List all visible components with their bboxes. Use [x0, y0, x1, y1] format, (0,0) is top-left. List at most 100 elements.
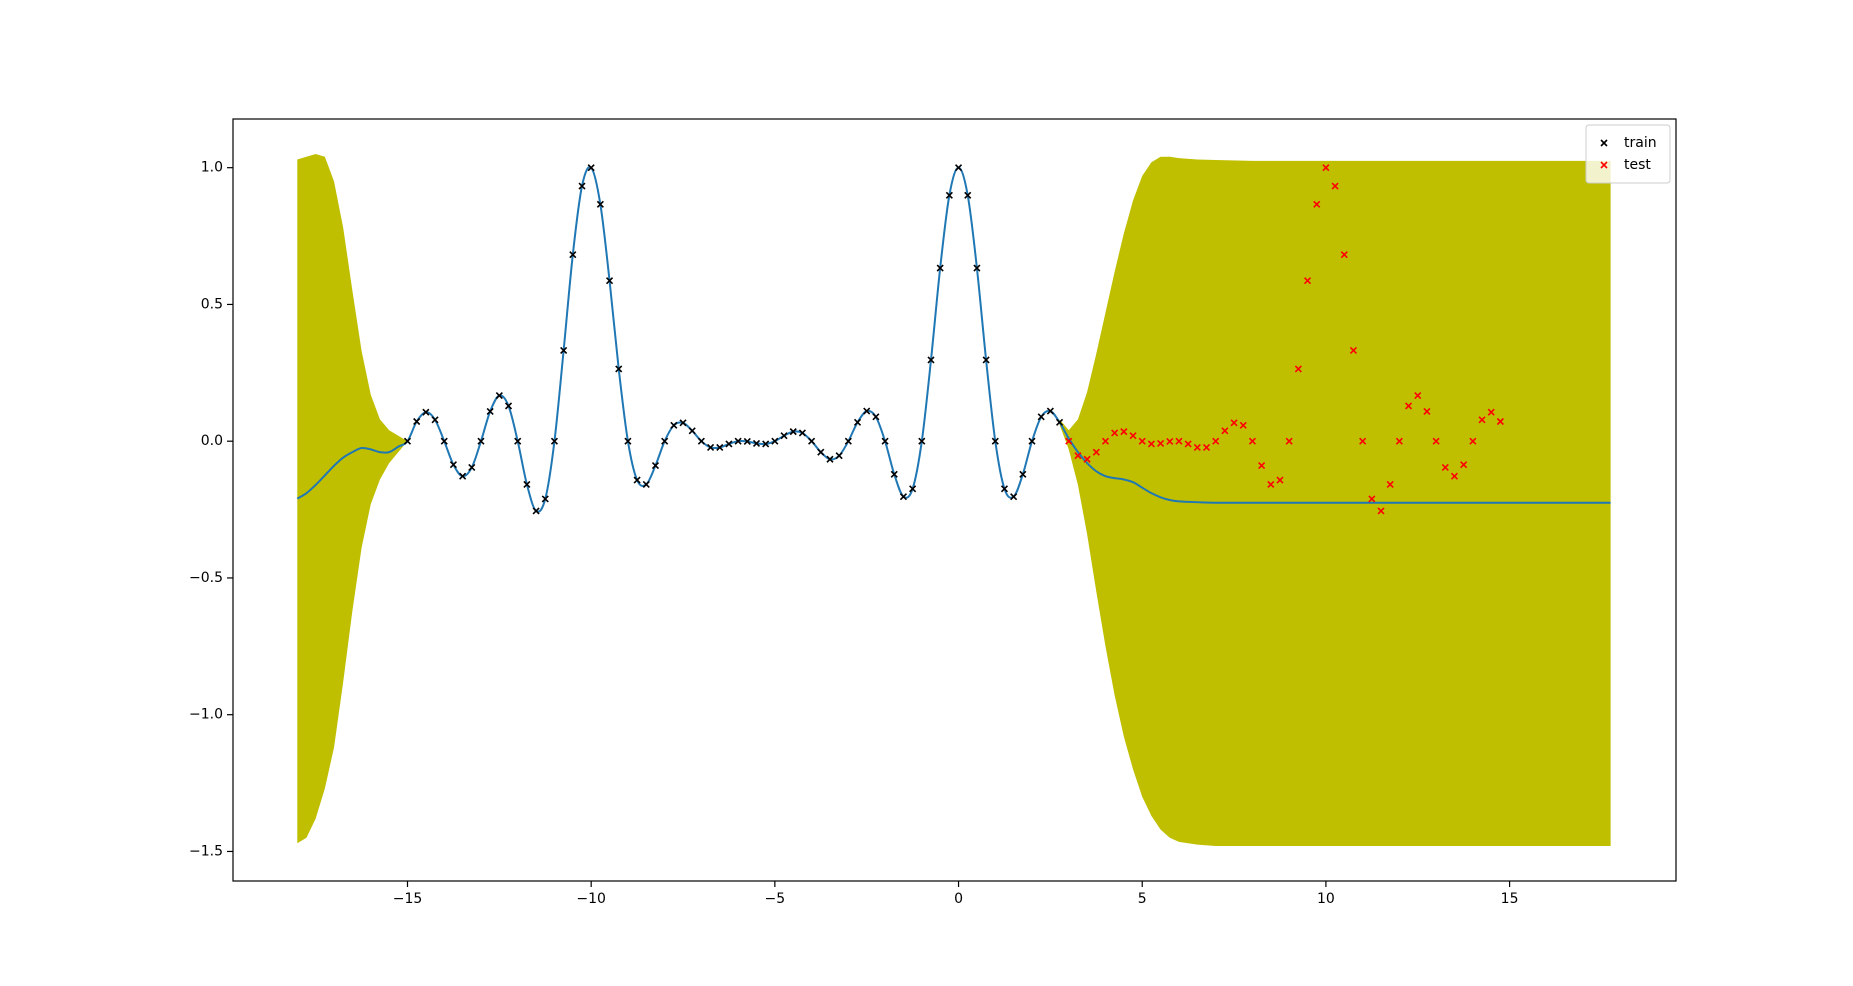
marker — [982, 356, 990, 364]
marker — [1285, 437, 1293, 445]
marker — [936, 264, 944, 272]
marker — [954, 164, 963, 172]
marker — [707, 443, 715, 452]
marker — [624, 437, 632, 445]
marker — [495, 391, 503, 400]
marker — [1056, 418, 1064, 426]
legend: train test — [1585, 124, 1671, 184]
mean-line — [296, 166, 1611, 513]
marker — [1175, 437, 1183, 445]
marker — [752, 439, 761, 447]
marker — [1359, 437, 1367, 445]
marker — [881, 437, 889, 445]
marker — [1322, 164, 1330, 172]
marker — [1294, 365, 1302, 373]
marker — [1276, 476, 1284, 484]
marker — [872, 413, 880, 421]
y-tick-label: 0.0 — [201, 433, 223, 449]
marker — [798, 429, 806, 437]
marker — [1074, 452, 1082, 460]
marker — [863, 407, 871, 415]
marker — [945, 191, 953, 199]
x-tick-label: −15 — [393, 891, 423, 907]
x-tick-label: 15 — [1501, 891, 1519, 907]
legend-label: test — [1624, 157, 1651, 173]
marker — [1331, 182, 1339, 190]
y-tick-label: −1.0 — [189, 707, 223, 723]
marker — [789, 428, 797, 436]
y-tick-label: 0.5 — [201, 296, 223, 312]
marker — [1469, 437, 1477, 445]
marker — [1212, 437, 1220, 445]
marker — [1147, 440, 1155, 448]
marker — [1450, 472, 1459, 480]
marker — [1487, 408, 1495, 416]
marker — [1377, 507, 1385, 515]
marker — [697, 437, 705, 445]
marker — [844, 437, 852, 445]
marker — [734, 437, 742, 445]
marker — [1120, 428, 1128, 436]
marker — [1092, 448, 1100, 456]
x-tick-label: 0 — [954, 891, 963, 907]
marker — [1157, 439, 1165, 447]
marker — [1432, 437, 1440, 445]
marker — [1340, 251, 1348, 259]
marker — [1313, 200, 1321, 208]
marker — [504, 402, 513, 410]
marker — [1129, 432, 1137, 440]
marker — [1239, 421, 1247, 429]
marker — [725, 440, 733, 448]
marker — [449, 461, 457, 469]
x-tick-label: 5 — [1138, 891, 1147, 907]
marker — [679, 419, 687, 427]
marker — [1303, 277, 1312, 285]
marker — [771, 437, 779, 445]
legend-box — [1585, 124, 1671, 184]
marker — [670, 421, 678, 429]
legend-label: train — [1624, 135, 1657, 151]
marker — [1202, 443, 1211, 452]
marker — [605, 277, 614, 285]
marker — [1193, 443, 1201, 452]
y-tick-label: 1.0 — [201, 160, 223, 176]
x-tick-label: −10 — [576, 891, 606, 907]
marker — [1101, 437, 1110, 445]
marker — [964, 191, 972, 199]
marker — [587, 164, 595, 172]
marker — [651, 461, 660, 470]
marker — [1230, 419, 1238, 427]
marker — [1166, 437, 1174, 446]
y-tick-label: −0.5 — [189, 570, 223, 586]
marker — [642, 480, 650, 488]
marker — [477, 437, 485, 445]
marker — [909, 485, 917, 493]
marker — [413, 417, 421, 426]
marker — [1441, 463, 1449, 472]
x-tick-label: 10 — [1317, 891, 1335, 907]
marker — [486, 407, 494, 415]
marker — [459, 472, 467, 480]
marker — [1028, 437, 1036, 445]
marker — [1019, 470, 1027, 478]
marker — [596, 200, 604, 208]
marker — [532, 507, 540, 515]
marker — [808, 437, 816, 445]
x-tick-label: −5 — [765, 891, 786, 907]
marker — [1000, 485, 1009, 493]
marker — [633, 476, 641, 484]
marker — [918, 437, 926, 445]
marker — [403, 437, 412, 445]
legend-marker — [1600, 161, 1608, 169]
marker — [1267, 480, 1275, 488]
marker — [422, 408, 430, 416]
marker — [835, 452, 843, 460]
marker — [440, 437, 448, 445]
marker — [853, 418, 862, 426]
marker — [1395, 437, 1403, 445]
marker — [817, 448, 825, 456]
marker — [1423, 407, 1431, 415]
marker — [688, 427, 696, 435]
